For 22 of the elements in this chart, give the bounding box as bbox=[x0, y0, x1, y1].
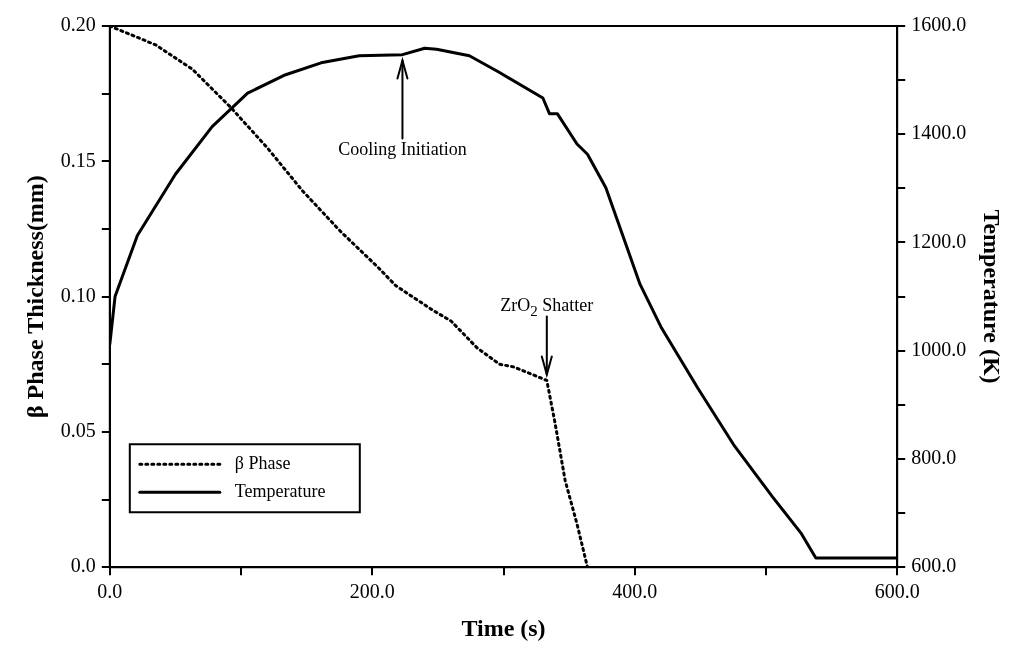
legend-label: β Phase bbox=[234, 452, 291, 473]
y2-tick-label: 800.0 bbox=[911, 446, 957, 469]
annotation: ZrO$_{2}$ Shatter bbox=[499, 294, 595, 322]
y2-tick-label: 1400.0 bbox=[911, 121, 967, 144]
x-tick-label: 400.0 bbox=[612, 580, 658, 603]
annotation: Cooling Initiation bbox=[337, 138, 468, 162]
y-axis-title: β Phase Thickness(mm) bbox=[21, 175, 48, 419]
y-tick-label: 0.0 bbox=[70, 554, 96, 577]
y2-tick-label: 1000.0 bbox=[911, 337, 967, 360]
y-tick-label: 0.15 bbox=[60, 148, 96, 171]
legend-label: Temperature bbox=[234, 480, 326, 501]
y-tick-label: 0.10 bbox=[60, 283, 96, 306]
y2-tick-label: 600.0 bbox=[911, 554, 957, 577]
y-tick-label: 0.05 bbox=[60, 419, 96, 442]
y2-tick-label: 1600.0 bbox=[911, 13, 967, 36]
x-axis-title: Time (s) bbox=[461, 614, 546, 641]
x-tick-label: 200.0 bbox=[349, 580, 395, 603]
y2-tick-label: 1200.0 bbox=[911, 229, 967, 252]
x-tick-label: 600.0 bbox=[874, 580, 920, 603]
y2-axis-title: Temperature (K) bbox=[979, 209, 1006, 384]
y-tick-label: 0.20 bbox=[60, 13, 96, 36]
x-tick-label: 0.0 bbox=[97, 580, 123, 603]
